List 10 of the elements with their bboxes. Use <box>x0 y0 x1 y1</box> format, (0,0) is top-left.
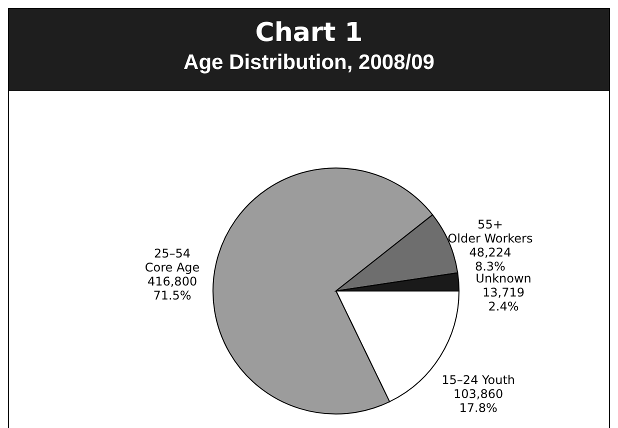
chart-subtitle: Age Distribution, 2008/09 <box>182 50 436 76</box>
data-label: 48,224 8.3% <box>469 245 512 274</box>
slice-label: 15–24 Youth <box>442 373 516 388</box>
chart-title: Chart 1 <box>254 17 364 49</box>
data-label: 416,800 71.5% <box>147 274 198 302</box>
slice-label: Unknown <box>476 272 532 286</box>
data-label: 103,860 17.8% <box>454 387 504 416</box>
slice-label: 25–54 Core Age <box>144 246 200 274</box>
data-label: 13,719 2.4% <box>482 286 525 314</box>
slice-label: 55+ Older Workers <box>448 217 533 246</box>
